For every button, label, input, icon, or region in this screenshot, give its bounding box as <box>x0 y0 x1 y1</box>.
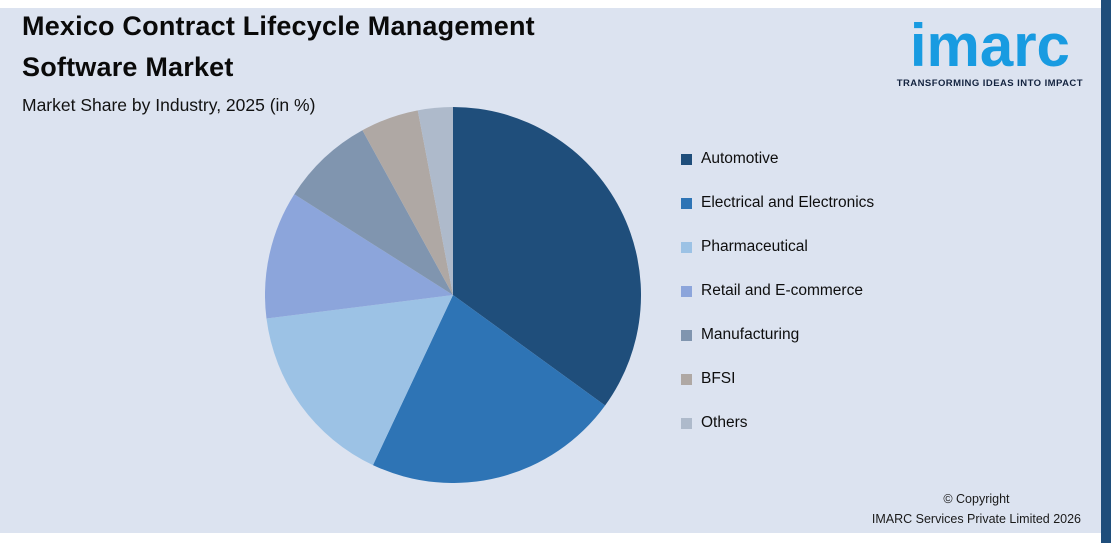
legend-label: BFSI <box>701 370 736 387</box>
legend-item-retail-and-e-commerce: Retail and E-commerce <box>681 280 874 302</box>
legend-swatch-icon <box>681 241 692 253</box>
legend-item-pharmaceutical: Pharmaceutical <box>681 236 874 258</box>
pie-slice-manufacturing <box>294 130 453 295</box>
pie-slice-electrical-and-electronics <box>372 295 606 484</box>
pie-slice-others <box>417 107 453 295</box>
legend-item-manufacturing: Manufacturing <box>681 324 874 346</box>
legend-item-bfsi: BFSI <box>681 368 874 390</box>
imarc-logo-tagline: TRANSFORMING IDEAS INTO IMPACT <box>896 78 1083 89</box>
legend-label: Retail and E-commerce <box>701 282 863 299</box>
copyright-line2: IMARC Services Private Limited 2026 <box>871 512 1081 526</box>
legend-swatch-icon <box>681 153 692 165</box>
pie-slice-automotive <box>453 107 642 406</box>
header: Mexico Contract Lifecycle Management Sof… <box>22 6 535 116</box>
page-title-line1: Mexico Contract Lifecycle Management <box>22 11 535 41</box>
legend-swatch-icon <box>681 197 692 209</box>
copyright-line1: © Copyright <box>943 492 1010 506</box>
pie-slice-bfsi <box>362 110 453 295</box>
legend-item-electrical-and-electronics: Electrical and Electronics <box>681 192 874 214</box>
legend-swatch-icon <box>681 285 692 297</box>
legend-label: Others <box>701 414 748 431</box>
legend-swatch-icon <box>681 329 692 341</box>
legend-label: Automotive <box>701 150 779 167</box>
legend-item-others: Others <box>681 412 874 434</box>
pie-slice-retail-and-e-commerce <box>264 194 453 319</box>
legend-label: Pharmaceutical <box>701 238 808 255</box>
legend-label: Manufacturing <box>701 326 800 343</box>
page-title: Mexico Contract Lifecycle Management Sof… <box>22 6 535 88</box>
legend-item-automotive: Automotive <box>681 148 874 170</box>
legend-swatch-icon <box>681 373 692 385</box>
copyright: © Copyright IMARC Services Private Limit… <box>872 489 1081 529</box>
pie-slice-pharmaceutical <box>266 295 453 466</box>
pie-chart <box>264 107 642 484</box>
chart-legend: Automotive Electrical and Electronics Phar… <box>681 148 874 456</box>
imarc-logo-wordmark: imarc <box>909 12 1070 79</box>
legend-swatch-icon <box>681 417 692 429</box>
page-title-line2: Software Market <box>22 52 234 82</box>
legend-label: Electrical and Electronics <box>701 194 875 211</box>
pie-chart-svg <box>264 107 642 484</box>
right-accent-bar <box>1101 0 1111 543</box>
page-subtitle: Market Share by Industry, 2025 (in %) <box>22 95 316 115</box>
imarc-logo: imarc TRANSFORMING IDEAS INTO IMPACT <box>897 8 1083 89</box>
